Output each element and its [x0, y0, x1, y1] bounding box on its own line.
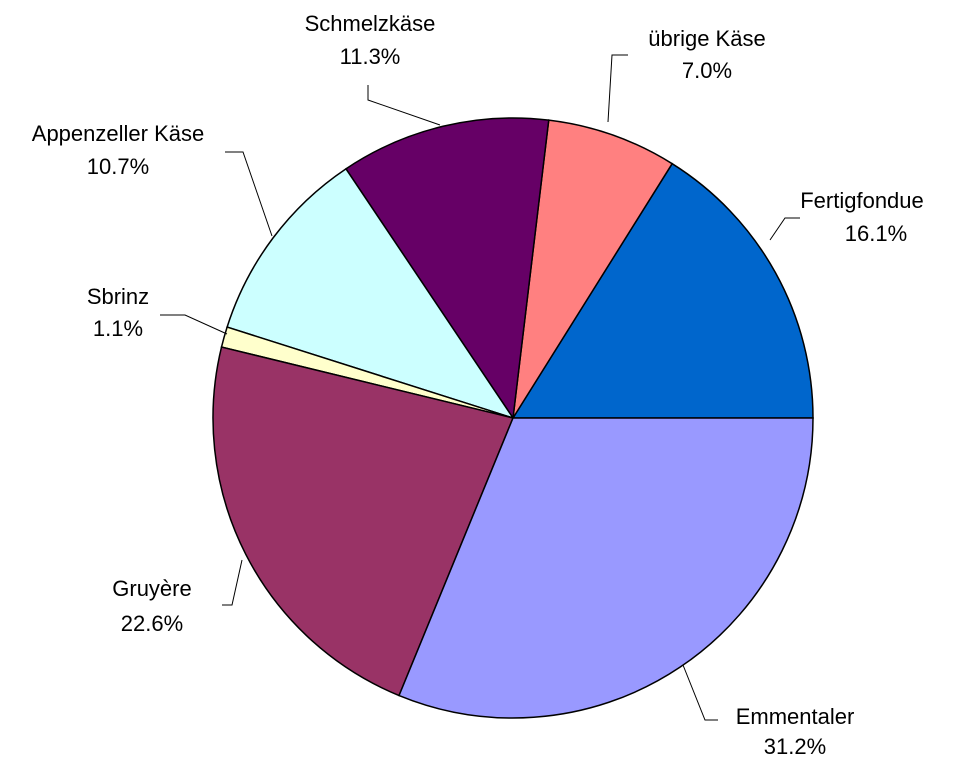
slice-value: 7.0%	[682, 58, 732, 83]
slice-label: Sbrinz	[87, 284, 149, 309]
slice-value: 10.7%	[87, 154, 149, 179]
pie-slice	[226, 167, 515, 420]
slice-label: Emmentaler	[736, 704, 855, 729]
leader-line	[225, 151, 273, 237]
pie-slice	[511, 162, 814, 419]
leader-line	[160, 314, 228, 335]
slice-label: Schmelzkäse	[305, 11, 436, 36]
leader-line	[682, 664, 718, 721]
slice-label: Appenzeller Käse	[32, 121, 204, 146]
leader-line	[607, 54, 628, 123]
slice-value: 11.3%	[340, 44, 401, 69]
leader-line	[222, 559, 243, 606]
pie-slice	[512, 119, 674, 419]
slice-value: 31.2%	[764, 734, 826, 759]
slice-value: 22.6%	[121, 611, 183, 636]
leader-line	[367, 85, 441, 126]
slice-value: 16.1%	[845, 221, 907, 246]
slice-value: 1.1%	[93, 316, 143, 341]
slice-label: Fertigfondue	[800, 188, 924, 213]
slice-label: Gruyère	[112, 576, 191, 601]
slice-label: übrige Käse	[648, 26, 765, 51]
pie-slice	[212, 346, 515, 697]
pie-slice	[344, 117, 550, 421]
leader-line	[769, 217, 800, 241]
pie-slice	[398, 417, 814, 719]
